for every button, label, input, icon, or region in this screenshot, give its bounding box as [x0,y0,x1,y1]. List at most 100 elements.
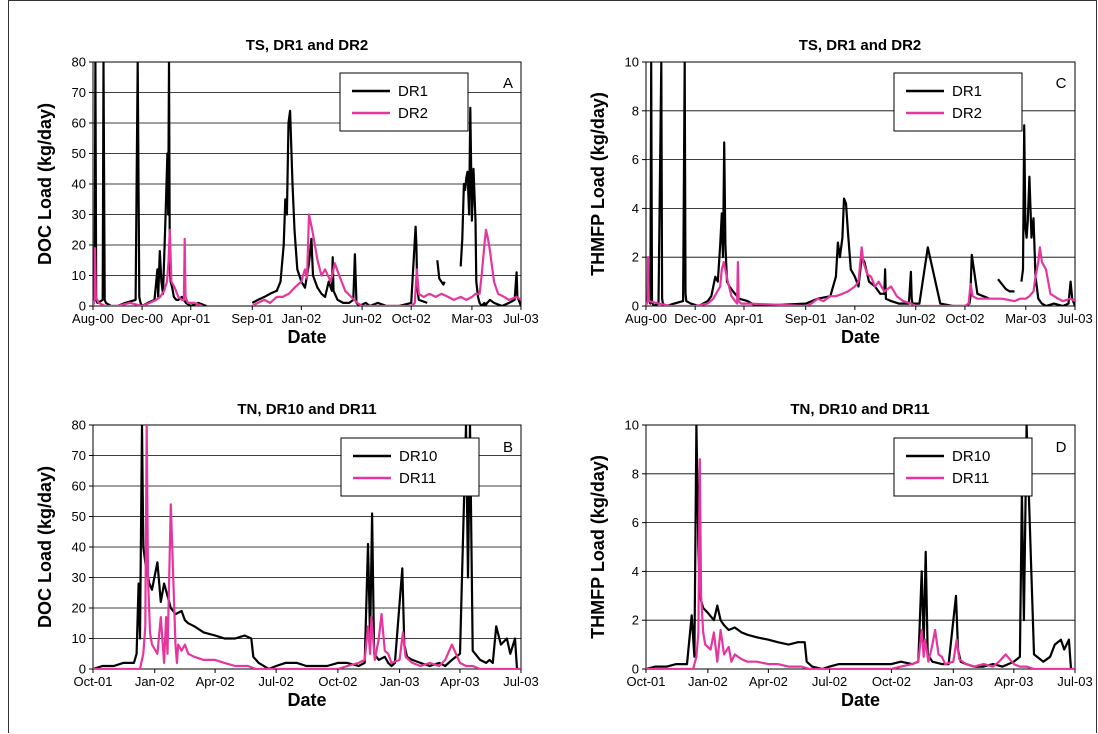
series-group [646,425,1075,669]
y-tick-label: 30 [72,207,86,222]
y-tick-label: 40 [72,540,86,555]
x-tick-label: Sep-01 [231,311,273,326]
x-tick-label: Jan-02 [835,311,875,326]
x-tick-label: Oct-02 [318,674,357,689]
y-tick-label: 70 [72,448,86,463]
y-tick-label: 80 [72,418,86,433]
legend-label: DR10 [399,448,437,465]
chart-panel-c: TS, DR1 and DR2 0 2 4 6 8 10 Aug-00 Dec-00 Apr-01… [588,37,1093,347]
x-tick-label: Jan-02 [688,674,728,689]
series-group [93,425,521,669]
x-tick-label: Jul-03 [1057,311,1092,326]
legend-box [339,72,469,132]
x-tick-label: Jan-02 [135,674,175,689]
legend: DR10 DR11 [340,437,480,497]
x-tick-label: Apr-01 [171,311,210,326]
x-tick-label: Aug-00 [72,311,114,326]
x-tick-label: Aug-00 [625,311,667,326]
chart-panel-d: TN, DR10 and DR11 0 2 4 6 8 10 Oct-01 Jan-02 Apr-… [588,401,1093,710]
y-tick-label: 8 [632,103,639,118]
series-line-dr11 [646,458,1075,669]
y-tick-label: 0 [632,662,639,677]
series-line-dr1 [93,62,521,306]
x-tick-label: Jul-03 [503,674,538,689]
x-tick-label: Jan-03 [380,674,420,689]
x-tick-label: Apr-03 [440,674,479,689]
legend-label: DR2 [398,105,428,122]
panel-letter: C [1056,75,1067,92]
y-tick-label: 4 [632,564,639,579]
x-tick-label: Apr-03 [994,674,1033,689]
y-tick-label: 10 [625,418,639,433]
x-axis-label: Date [287,690,326,710]
series-line-dr11 [93,425,521,669]
panel-letter: B [503,439,513,456]
y-tick-label: 50 [72,146,86,161]
x-axis-label: Date [287,327,326,347]
y-tick-label: 6 [632,515,639,530]
x-tick-label: Dec-00 [121,311,163,326]
y-axis-label: THMFP Load (kg/day) [588,455,608,639]
panel-letter: A [503,75,513,92]
x-tick-label: Mar-03 [451,311,492,326]
x-tick-label: Jul-03 [503,311,538,326]
y-tick-label: 60 [72,116,86,131]
y-tick-label: 40 [72,177,86,192]
x-tick-label: Jun-02 [342,311,382,326]
chart-title: TS, DR1 and DR2 [799,37,922,54]
legend-box [893,72,1023,132]
x-tick-label: Oct-02 [945,311,984,326]
chart-panel-b: TN, DR10 and DR11 0 10 20 30 40 50 60 70 80 Oct-01… [35,401,539,710]
y-tick-label: 10 [625,55,639,70]
x-tick-label: Apr-02 [749,674,788,689]
x-tick-label: Sep-01 [785,311,827,326]
x-tick-label: Jul-02 [258,674,293,689]
y-tick-label: 10 [72,631,86,646]
x-tick-label: Jan-03 [933,674,973,689]
x-tick-label: Oct-01 [626,674,665,689]
x-tick-label: Oct-02 [872,674,911,689]
series-line-dr2 [646,246,1075,306]
legend-label: DR11 [952,470,989,487]
y-tick-label: 0 [632,299,639,314]
series-group [646,62,1075,306]
y-axis-label: THMFP Load (kg/day) [588,92,608,276]
y-tick-label: 60 [72,479,86,494]
y-tick-label: 2 [632,250,639,265]
legend-label: DR1 [952,83,982,100]
x-tick-label: Oct-02 [392,311,431,326]
legend-label: DR1 [398,83,428,100]
y-tick-label: 8 [632,466,639,481]
chart-title: TN, DR10 and DR11 [790,401,929,418]
legend-box [340,437,480,497]
series-line-dr10 [646,425,1075,669]
y-tick-label: 0 [79,662,86,677]
legend-box [893,437,1033,497]
x-tick-label: Jan-02 [281,311,321,326]
x-tick-label: Jul-03 [1057,674,1092,689]
y-tick-label: 10 [72,268,86,283]
x-tick-label: Mar-03 [1005,311,1046,326]
chart-title: TN, DR10 and DR11 [237,401,376,418]
legend-label: DR2 [952,105,982,122]
y-tick-label: 50 [72,509,86,524]
y-tick-label: 0 [79,299,86,314]
x-tick-label: Jun-02 [896,311,936,326]
y-tick-label: 6 [632,152,639,167]
legend-label: DR11 [399,470,436,487]
legend-label: DR10 [952,448,990,465]
x-tick-label: Apr-02 [196,674,235,689]
y-tick-label: 30 [72,570,86,585]
series-line-dr2 [93,213,521,306]
y-tick-label: 4 [632,201,639,216]
y-tick-label: 80 [72,55,86,70]
panel-letter: D [1056,439,1067,456]
plot-area [645,61,1076,307]
y-tick-label: 2 [632,613,639,628]
x-axis-label: Date [841,690,880,710]
x-tick-label: Dec-00 [674,311,716,326]
series-group [93,62,521,306]
